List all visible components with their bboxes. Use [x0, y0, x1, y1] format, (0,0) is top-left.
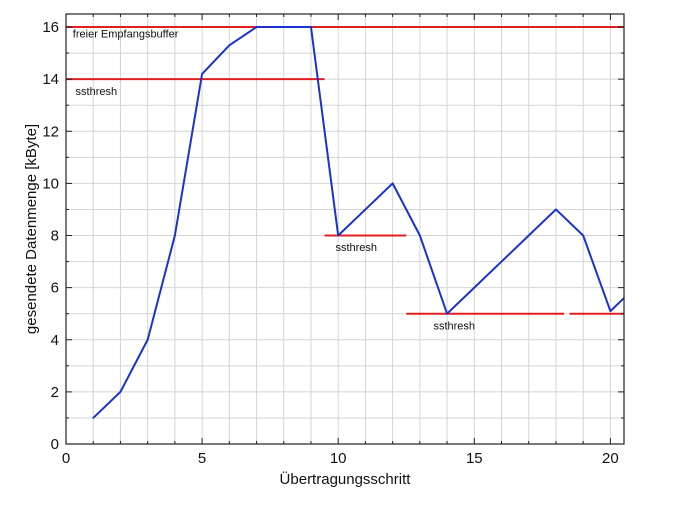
y-tick-label: 12 — [42, 123, 59, 140]
y-tick-label: 14 — [42, 71, 59, 88]
y-tick-label: 6 — [51, 280, 59, 297]
x-tick-label: 0 — [62, 450, 70, 467]
data-point — [337, 234, 339, 237]
threshold-label: ssthresh — [335, 242, 377, 254]
data-point — [146, 338, 149, 341]
x-tick-label: 15 — [466, 450, 483, 467]
data-point — [282, 26, 285, 28]
plot-frame — [65, 13, 625, 445]
threshold-label: freier Empfangsbuffer — [73, 28, 179, 40]
y-tick-label: 2 — [51, 384, 59, 401]
y-tick-label: 4 — [51, 332, 59, 349]
data-point — [555, 208, 557, 211]
annotations: 0 5 10 15 20 0 2 4 6 8 10 12 14 16 freier Empfangsbuff… — [42, 19, 618, 467]
y-tick-label: 8 — [51, 228, 59, 245]
data-point — [92, 417, 95, 419]
data-point — [310, 26, 312, 28]
data-point — [364, 208, 367, 211]
y-tick-label: 10 — [42, 175, 59, 192]
threshold-lines — [66, 26, 624, 315]
data-point — [527, 234, 530, 237]
threshold-label: ssthresh — [76, 86, 118, 98]
y-tick-label: 0 — [51, 436, 59, 453]
x-tick-label: 20 — [602, 450, 619, 467]
series-line — [92, 26, 625, 419]
y-tick-label: 16 — [42, 19, 59, 36]
x-axis-title: Übertragungsschritt — [280, 470, 412, 488]
data-point — [582, 234, 584, 237]
data-point — [174, 234, 176, 237]
axis-ticks — [65, 14, 624, 445]
data-point — [609, 310, 612, 312]
threshold-label: ssthresh — [433, 320, 475, 332]
series-layer — [92, 26, 625, 419]
data-point — [255, 26, 258, 28]
x-tick-label: 5 — [198, 450, 206, 467]
data-point — [446, 312, 448, 315]
x-tick-label: 10 — [330, 450, 347, 467]
data-point — [391, 182, 394, 185]
data-point — [228, 44, 231, 47]
data-point — [500, 260, 503, 263]
data-point — [473, 286, 476, 289]
data-point — [419, 234, 421, 237]
data-point — [119, 391, 122, 393]
y-axis-title: gesendete Datenmenge [kByte] — [23, 124, 40, 334]
data-point — [201, 73, 203, 75]
